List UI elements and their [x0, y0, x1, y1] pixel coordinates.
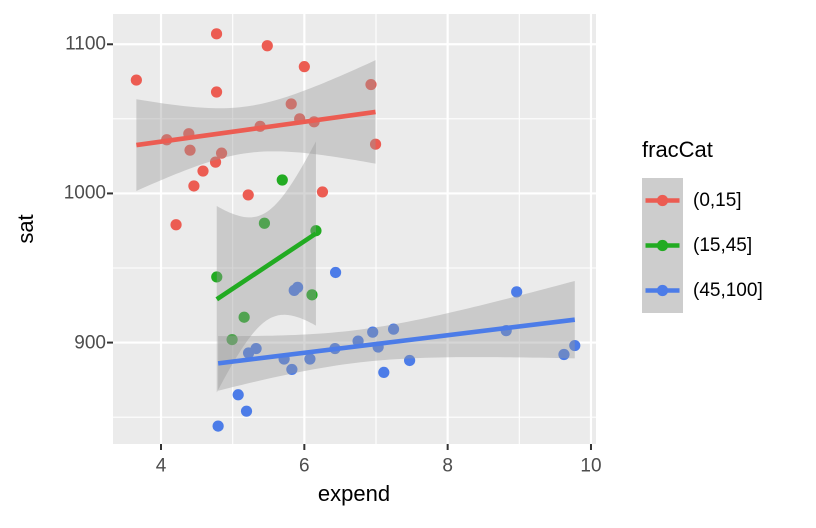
legend-key-glyph	[645, 194, 680, 207]
legend-key-swatch	[642, 178, 683, 223]
data-point	[316, 186, 329, 198]
legend-entry-label: (0,15]	[693, 189, 742, 211]
y-tick-label: 900	[74, 332, 106, 354]
data-point	[367, 326, 379, 338]
legend-key-swatch	[642, 223, 683, 268]
data-point	[242, 189, 254, 201]
legend-title: fracCat	[642, 137, 713, 162]
y-tick-label: 1100	[65, 33, 106, 55]
data-point	[232, 389, 244, 401]
data-point	[285, 98, 297, 110]
legend-key-swatch	[642, 268, 683, 313]
data-point	[238, 311, 250, 323]
data-point	[226, 333, 238, 346]
data-point	[404, 354, 416, 367]
data-point	[250, 342, 262, 355]
data-point	[240, 405, 253, 417]
data-point	[276, 174, 288, 186]
data-point	[211, 271, 223, 283]
data-point	[210, 28, 223, 40]
data-point	[369, 138, 382, 150]
data-point	[184, 144, 196, 156]
regression-line	[136, 109, 376, 148]
data-point	[387, 323, 400, 335]
x-tick-label: 8	[442, 455, 453, 477]
data-point	[365, 78, 377, 91]
legend-entry-label: (15,45]	[693, 234, 753, 256]
panel-background	[113, 14, 596, 444]
data-point	[210, 86, 223, 98]
x-tick-label: 6	[299, 455, 310, 477]
x-tick-label: 10	[580, 455, 602, 477]
data-point	[298, 61, 310, 73]
regression-line	[215, 231, 318, 302]
data-point	[292, 281, 304, 293]
data-point	[188, 180, 200, 192]
legend-key-glyph	[645, 284, 680, 297]
confidence-band	[136, 60, 376, 191]
data-point	[569, 339, 581, 352]
legend-entry: (15,45]	[640, 223, 763, 268]
data-point	[170, 219, 182, 231]
data-point	[130, 74, 142, 86]
legend-key-glyph	[645, 239, 680, 252]
data-point	[329, 266, 342, 279]
y-axis-title: sat	[13, 214, 38, 244]
data-point	[378, 366, 390, 379]
data-point	[306, 289, 318, 301]
x-tick-label: 4	[155, 455, 167, 477]
data-point	[258, 217, 271, 229]
confidence-band	[218, 280, 575, 391]
data-point	[215, 147, 228, 159]
data-point	[209, 156, 222, 168]
legend-entry: (0,15]	[640, 178, 763, 223]
regression-line	[217, 317, 576, 366]
data-point	[286, 363, 298, 376]
data-point	[511, 286, 523, 298]
data-point	[212, 420, 224, 432]
data-point	[304, 353, 316, 365]
legend-entry: (45,100]	[640, 268, 763, 313]
y-tick-label: 1000	[63, 182, 106, 204]
data-point	[261, 40, 273, 52]
x-axis-title: expend	[317, 481, 391, 506]
legend: fracCat (0,15] (15,45] (45,100]	[640, 139, 763, 313]
legend-entry-label: (45,100]	[693, 279, 763, 301]
data-point	[197, 165, 209, 177]
data-point	[558, 348, 570, 361]
